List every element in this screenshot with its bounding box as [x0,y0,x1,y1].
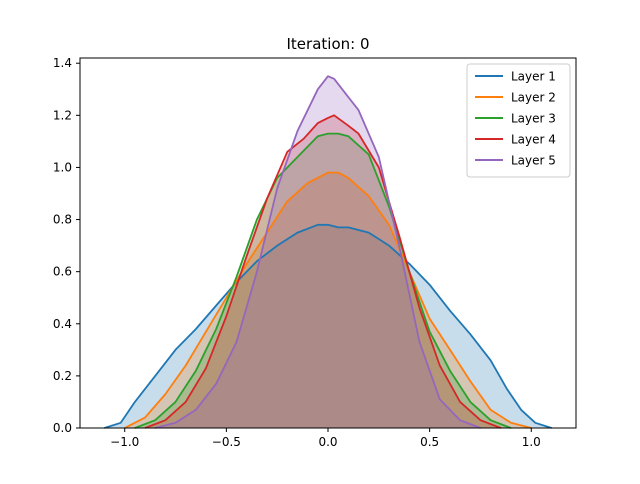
x-axis-ticks: −1.0 −0.5 0.0 0.5 1.0 [110,428,541,449]
x-tick-label: 0.0 [318,435,337,449]
layer-3-fill [134,133,511,428]
y-tick-label: 1.4 [53,56,72,70]
x-tick-label: −1.0 [110,435,139,449]
y-tick-label: 0.2 [53,369,72,383]
x-tick-label: −0.5 [212,435,241,449]
y-tick-label: 0.6 [53,265,72,279]
legend: Layer 1 Layer 2 Layer 3 Layer 4 Layer 5 [466,63,571,178]
density-fills [104,76,552,429]
layer-2-line [124,171,532,429]
layer-4-line [144,114,502,429]
legend-label-layer-1: Layer 1 [511,70,556,84]
layer-1-line [104,223,552,429]
density-lines [104,75,552,429]
y-tick-label: 0.8 [53,213,72,227]
legend-box [466,63,571,178]
legend-label-layer-4: Layer 4 [511,133,556,147]
layer-3-line [134,132,512,429]
legend-label-layer-3: Layer 3 [511,112,556,126]
y-axis-ticks: 0.0 0.2 0.4 0.6 0.8 1.0 1.2 1.4 [53,56,80,435]
y-tick-label: 1.2 [53,108,72,122]
y-tick-label: 0.0 [53,421,72,435]
y-tick-label: 0.4 [53,317,72,331]
y-tick-label: 1.0 [53,160,72,174]
chart-title: Iteration: 0 [287,35,370,53]
layer-5-line [154,75,481,429]
layer-4-fill [145,115,501,429]
x-tick-label: 0.5 [420,435,439,449]
layer-5-fill [155,76,481,428]
layer-1-fill [104,224,552,428]
legend-label-layer-2: Layer 2 [511,91,556,105]
legend-label-layer-5: Layer 5 [511,154,556,168]
x-tick-label: 1.0 [522,435,541,449]
